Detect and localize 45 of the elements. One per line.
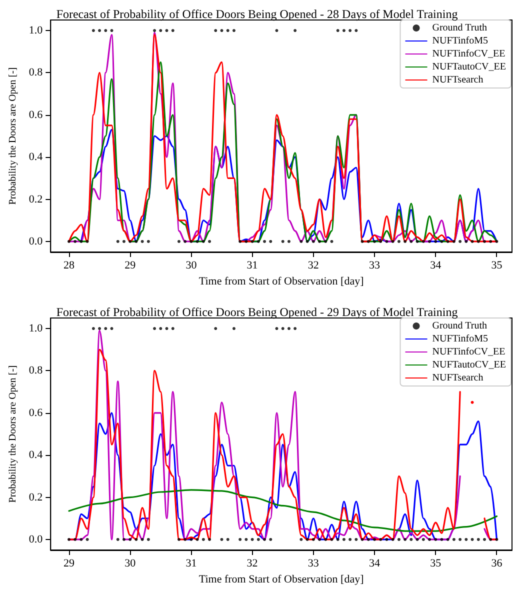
y-tick-label: 0.4	[28, 449, 44, 462]
y-axis-title: Probability the Doors are Open [-]	[8, 67, 18, 205]
legend-label: NUFTinfoCV_EE	[432, 48, 506, 60]
chart-title: Forecast of Probability of Office Doors Being Opened - 28 Days of Model Training	[56, 7, 458, 21]
x-tick-label: 30	[186, 260, 198, 272]
x-tick-label: 35	[430, 558, 442, 570]
x-tick-label: 30	[124, 558, 136, 570]
x-tick-label: 29	[63, 558, 75, 570]
legend-label: NUFTinfoCV_EE	[432, 346, 506, 358]
x-tick-label: 33	[369, 260, 381, 272]
legend-label: NUFTautoCV_EE	[432, 62, 506, 72]
x-tick-label: 34	[430, 260, 442, 272]
y-tick-label: 1.0	[28, 24, 44, 37]
x-tick-label: 31	[246, 260, 258, 272]
legend-label: NUFTinfoM5	[432, 334, 488, 344]
x-tick-label: 29	[124, 260, 136, 272]
x-tick-label: 32	[308, 260, 319, 272]
legend-label: NUFTinfoM5	[432, 36, 488, 46]
x-axis-title: Time from Start of Observation [day]	[198, 573, 364, 586]
legend-label: Ground Truth	[432, 22, 488, 34]
x-tick-label: 35	[491, 260, 503, 272]
y-tick-label: 0.6	[28, 108, 44, 121]
x-tick-label: 34	[369, 558, 381, 570]
y-tick-label: 0.2	[28, 491, 43, 504]
y-tick-label: 0.6	[28, 406, 44, 419]
y-tick-label: 0.2	[28, 193, 43, 206]
y-tick-label: 0.8	[28, 66, 44, 79]
x-tick-label: 36	[491, 558, 503, 570]
legend-label: NUFTautoCV_EE	[432, 360, 506, 370]
x-tick-label: 28	[63, 260, 75, 272]
legend-label: NUFTsearch	[432, 74, 484, 86]
x-tick-label: 33	[308, 558, 320, 570]
y-axis-title: Probability the Doors are Open [-]	[8, 365, 18, 503]
x-tick-label: 31	[186, 558, 197, 570]
y-tick-label: 0.4	[28, 151, 44, 164]
line-series	[68, 489, 498, 532]
y-tick-label: 0.8	[28, 364, 44, 377]
y-tick-label: 0.0	[28, 235, 44, 248]
chart-title: Forecast of Probability of Office Doors Being Opened - 29 Days of Model Training	[56, 305, 458, 319]
legend-label: Ground Truth	[432, 320, 488, 332]
y-tick-label: 1.0	[28, 322, 44, 335]
legend-label: NUFTsearch	[432, 372, 484, 384]
x-tick-label: 32	[246, 558, 258, 570]
x-axis-title: Time from Start of Observation [day]	[198, 275, 364, 288]
y-tick-label: 0.0	[28, 533, 44, 546]
